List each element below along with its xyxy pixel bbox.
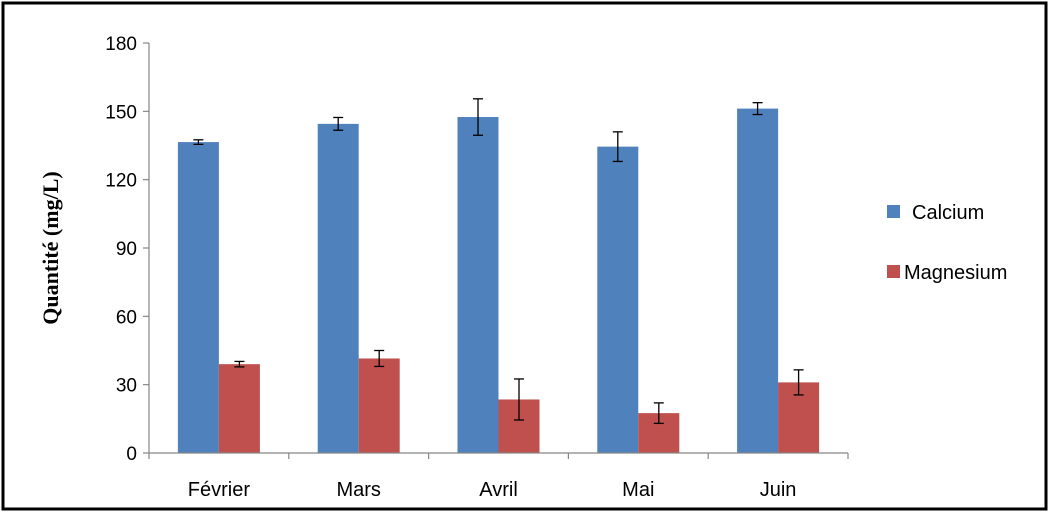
legend-label-magnesium: Magnesium	[904, 262, 1007, 284]
error-bar-magnesium-5	[793, 369, 804, 396]
error-bar-magnesium-1	[234, 360, 245, 368]
x-tick-label: Février	[188, 479, 251, 501]
legend-swatch-magnesium	[887, 265, 900, 278]
y-tick-label: 90	[116, 239, 137, 260]
bar-calcium-5	[737, 108, 779, 453]
bar-magnesium-1	[218, 364, 260, 453]
bar-calcium-1	[177, 142, 219, 454]
error-bar-calcium-5	[752, 102, 763, 116]
bars	[177, 108, 820, 454]
y-axis-title: Quantité (mg/L)	[38, 171, 63, 324]
error-bar-magnesium-4	[653, 402, 664, 425]
bar-calcium-3	[457, 117, 499, 454]
x-axis-labels: Février Mars Avril Mai Juin	[188, 479, 797, 501]
y-tick-label: 180	[105, 34, 137, 55]
x-tick-label: Mai	[622, 479, 654, 501]
y-tick-label: 0	[126, 444, 137, 465]
x-tick-label: Avril	[479, 479, 518, 501]
error-bar-magnesium-2	[374, 349, 385, 368]
error-bars	[193, 98, 804, 425]
y-tick-label: 60	[116, 307, 137, 328]
y-axis-ticks: 0 30 60 90 120 150 180	[105, 34, 149, 465]
x-tick-label: Mars	[336, 479, 380, 501]
bar-magnesium-2	[358, 358, 400, 453]
error-bar-calcium-4	[612, 131, 623, 163]
y-tick-label: 150	[105, 102, 137, 123]
y-tick-label: 120	[105, 171, 137, 192]
y-tick-label: 30	[116, 376, 137, 397]
legend: Calcium Magnesium	[887, 202, 1007, 284]
legend-label-calcium: Calcium	[912, 202, 984, 224]
legend-swatch-calcium	[887, 205, 900, 218]
error-bar-calcium-1	[193, 139, 204, 146]
bar-calcium-2	[317, 123, 359, 453]
bar-calcium-4	[597, 146, 639, 453]
error-bar-magnesium-3	[514, 378, 524, 421]
error-bar-calcium-3	[473, 98, 483, 136]
x-tick-label: Juin	[760, 479, 797, 501]
axes	[148, 43, 849, 459]
error-bar-calcium-2	[333, 116, 344, 131]
